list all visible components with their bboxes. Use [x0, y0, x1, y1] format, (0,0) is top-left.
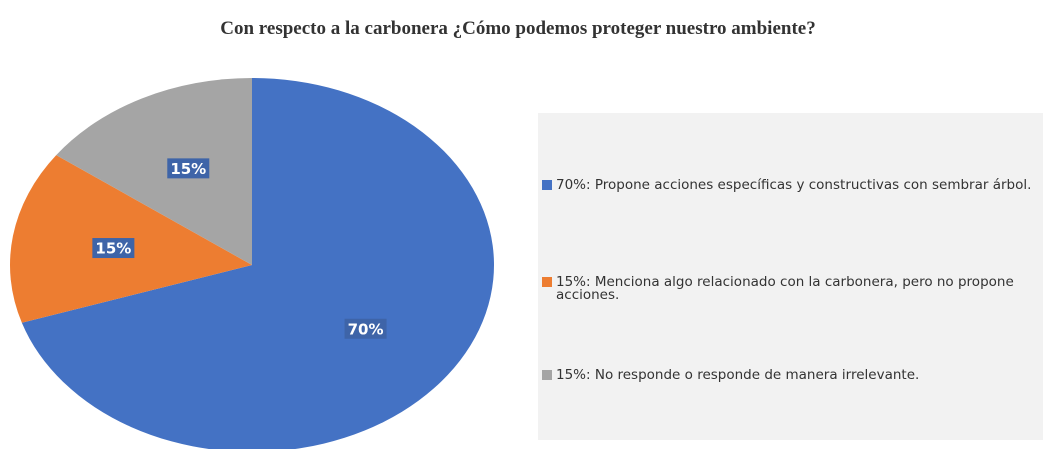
data-label-box: [92, 238, 135, 259]
legend-entry: 15%: No responde o responde de manera ir…: [540, 367, 1035, 383]
legend-entry: 70%: Propone acciones específicas y cons…: [540, 177, 1035, 193]
data-label: 70%: [348, 320, 384, 338]
legend-label: 70%: Propone acciones específicas y cons…: [556, 177, 1032, 193]
legend-label: 15%: Menciona algo relacionado con la ca…: [556, 274, 1014, 303]
chart-title: Con respecto a la carbonera ¿Cómo podemo…: [220, 18, 816, 39]
legend-swatch: [542, 370, 552, 380]
pie-slice: [21, 78, 494, 449]
legend-swatch: [542, 180, 552, 190]
legend: 70%: Propone acciones específicas y cons…: [538, 113, 1043, 440]
data-label-box: [344, 318, 387, 339]
data-label: 15%: [170, 160, 206, 178]
legend-entry: 15%: Menciona algo relacionado con la ca…: [540, 274, 1035, 303]
chart: 70% 15% 15%: [10, 78, 494, 449]
pie-slice: [56, 78, 252, 265]
legend-label: 15%: No responde o responde de manera ir…: [556, 367, 920, 383]
data-label: 15%: [95, 240, 131, 258]
legend-swatch: [542, 277, 552, 287]
data-label-box: [167, 158, 210, 179]
